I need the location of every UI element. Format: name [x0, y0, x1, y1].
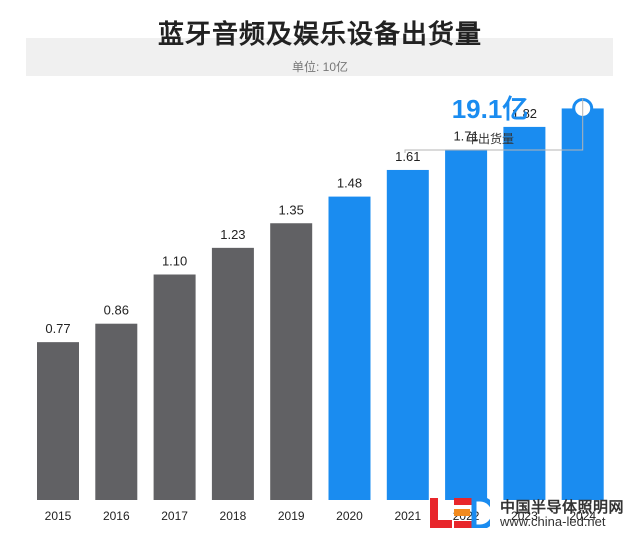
x-tick-2015: 2015	[45, 509, 72, 523]
x-tick-2019: 2019	[278, 509, 305, 523]
bar-2022	[445, 149, 488, 500]
bar-2020	[328, 196, 371, 500]
bar-2017	[153, 274, 196, 500]
value-label-2021: 1.61	[395, 149, 420, 164]
chart-title: 蓝牙音频及娱乐设备出货量	[157, 19, 482, 49]
value-label-2015: 0.77	[45, 321, 70, 336]
title-band	[26, 38, 613, 76]
bar-2016	[95, 323, 138, 500]
bar-2019	[270, 223, 313, 500]
bar-2024	[561, 108, 604, 500]
x-tick-2023: 2023	[511, 509, 538, 523]
annotation-label: 年出货量	[466, 131, 514, 146]
chart-unit: 单位: 10亿	[291, 60, 349, 74]
bar-2018	[211, 247, 254, 500]
x-tick-2021: 2021	[394, 509, 421, 523]
value-label-2022: 1.71	[453, 128, 478, 143]
annotation-value: 19.1亿	[452, 94, 529, 124]
bar-2021	[386, 169, 429, 500]
x-tick-2017: 2017	[161, 509, 188, 523]
bar-2023	[503, 126, 546, 501]
value-label-2016: 0.86	[104, 303, 129, 318]
x-tick-2016: 2016	[103, 509, 130, 523]
value-label-2017: 1.10	[162, 254, 187, 269]
value-label-2020: 1.48	[337, 176, 362, 191]
value-label-2018: 1.23	[220, 227, 245, 242]
led-logo-icon	[430, 498, 490, 528]
x-tick-2020: 2020	[336, 509, 363, 523]
value-label-2023: 1.82	[512, 106, 537, 121]
annotation-leader-line	[404, 98, 584, 153]
watermark-logo: 中国半导体照明网 www.china-led.net	[430, 494, 640, 534]
watermark-name: 中国半导体照明网	[500, 499, 625, 516]
watermark-url: www.china-led.net	[500, 514, 606, 529]
value-label-2019: 1.35	[279, 202, 304, 217]
bar-2015	[37, 342, 79, 500]
x-tick-2018: 2018	[220, 509, 247, 523]
x-tick-2024: 2024	[569, 509, 596, 523]
